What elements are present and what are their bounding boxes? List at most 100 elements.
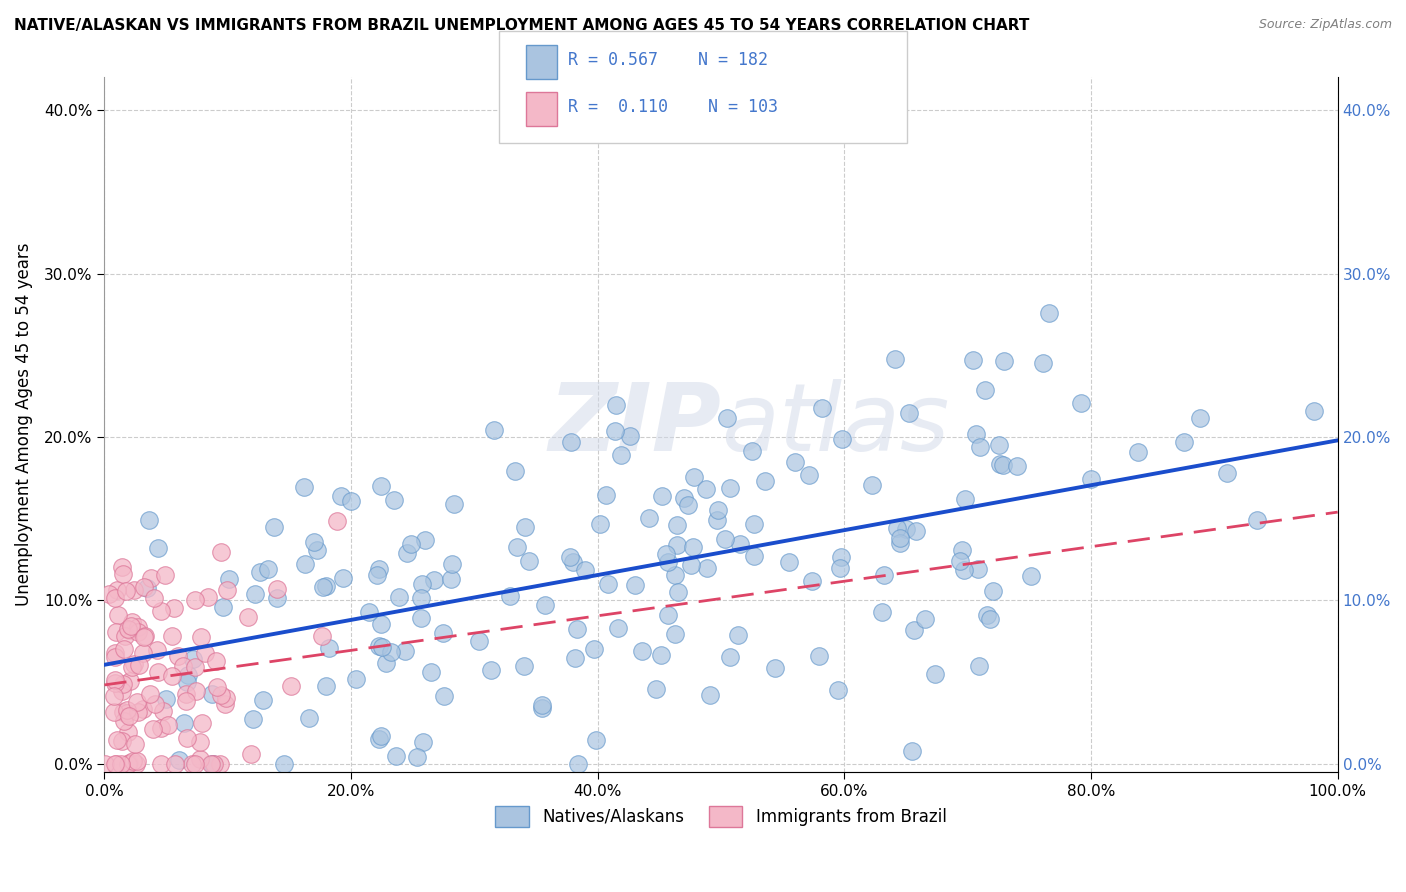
Point bbox=[257, 562, 280, 576]
Point bbox=[214, 697, 236, 711]
Point bbox=[589, 517, 612, 532]
Point bbox=[664, 568, 686, 582]
Point bbox=[215, 691, 238, 706]
Point bbox=[873, 567, 896, 582]
Point bbox=[104, 756, 127, 771]
Point bbox=[727, 627, 749, 641]
Point bbox=[266, 591, 288, 606]
Point bbox=[201, 756, 224, 771]
Point bbox=[742, 549, 765, 564]
Point bbox=[111, 684, 134, 698]
Point bbox=[111, 566, 134, 581]
Point bbox=[967, 561, 990, 575]
Point bbox=[134, 629, 156, 643]
Point bbox=[122, 582, 145, 597]
Point bbox=[707, 502, 730, 516]
Point bbox=[870, 605, 893, 619]
Point bbox=[252, 693, 274, 707]
Point bbox=[778, 556, 800, 570]
Point bbox=[468, 634, 491, 648]
Point bbox=[240, 747, 263, 762]
Point bbox=[388, 591, 411, 605]
Point bbox=[357, 605, 380, 619]
Point bbox=[988, 438, 1011, 452]
Point bbox=[201, 687, 224, 701]
Point bbox=[952, 563, 974, 577]
Point bbox=[188, 752, 211, 766]
Point bbox=[681, 558, 703, 573]
Point bbox=[432, 625, 454, 640]
Point bbox=[200, 756, 222, 771]
Point bbox=[619, 429, 641, 443]
Point bbox=[104, 756, 127, 771]
Point bbox=[117, 623, 139, 637]
Point bbox=[991, 458, 1014, 472]
Point bbox=[564, 650, 586, 665]
Point bbox=[657, 555, 679, 569]
Point bbox=[162, 629, 184, 643]
Point bbox=[142, 722, 165, 736]
Point bbox=[676, 498, 699, 512]
Point bbox=[150, 721, 173, 735]
Point bbox=[104, 676, 127, 690]
Point bbox=[370, 616, 392, 631]
Point bbox=[695, 482, 717, 496]
Point bbox=[1038, 306, 1060, 320]
Point bbox=[583, 642, 606, 657]
Point bbox=[186, 684, 208, 698]
Point bbox=[318, 641, 340, 656]
Point bbox=[188, 734, 211, 748]
Point bbox=[117, 756, 139, 771]
Point bbox=[443, 497, 465, 511]
Point bbox=[411, 577, 433, 591]
Point bbox=[1032, 356, 1054, 370]
Point bbox=[149, 604, 172, 618]
Point bbox=[482, 423, 505, 437]
Point bbox=[172, 659, 194, 673]
Point bbox=[503, 464, 526, 478]
Point bbox=[884, 351, 907, 366]
Point bbox=[176, 675, 198, 690]
Point bbox=[666, 584, 689, 599]
Point bbox=[534, 598, 557, 612]
Point bbox=[371, 640, 394, 655]
Point bbox=[332, 571, 354, 585]
Point bbox=[506, 541, 529, 555]
Point bbox=[901, 744, 924, 758]
Point bbox=[218, 572, 240, 586]
Point bbox=[903, 623, 925, 637]
Point bbox=[121, 660, 143, 674]
Point bbox=[105, 733, 128, 747]
Point bbox=[595, 488, 617, 502]
Point bbox=[212, 600, 235, 615]
Point bbox=[889, 531, 911, 545]
Point bbox=[682, 541, 704, 555]
Point bbox=[713, 532, 735, 546]
Point bbox=[184, 660, 207, 674]
Point bbox=[827, 682, 849, 697]
Point bbox=[148, 665, 170, 680]
Point bbox=[191, 716, 214, 731]
Point bbox=[117, 709, 139, 723]
Point bbox=[565, 622, 588, 636]
Point bbox=[699, 688, 721, 702]
Point bbox=[567, 756, 589, 771]
Point bbox=[399, 537, 422, 551]
Point bbox=[344, 672, 367, 686]
Point bbox=[797, 467, 820, 482]
Point bbox=[98, 587, 121, 601]
Point bbox=[411, 591, 433, 606]
Point bbox=[409, 611, 432, 625]
Point bbox=[657, 608, 679, 623]
Point bbox=[340, 494, 363, 508]
Point bbox=[118, 674, 141, 689]
Point bbox=[810, 401, 832, 415]
Point bbox=[111, 677, 134, 691]
Point bbox=[209, 688, 232, 702]
Point bbox=[131, 702, 153, 716]
Point bbox=[413, 533, 436, 548]
Point bbox=[904, 524, 927, 539]
Point bbox=[263, 520, 285, 534]
Point bbox=[1188, 410, 1211, 425]
Point bbox=[924, 667, 946, 681]
